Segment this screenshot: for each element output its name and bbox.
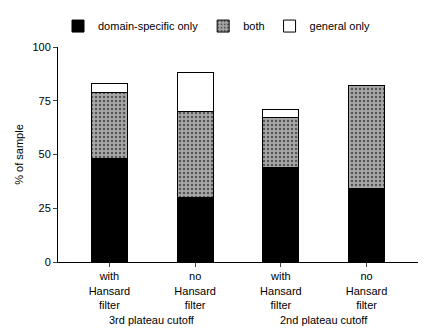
svg-text:% of sample: % of sample: [13, 124, 25, 185]
svg-text:noHansardfilter: noHansardfilter: [174, 270, 216, 311]
svg-text:25: 25: [39, 202, 51, 214]
svg-text:withHansardfilter: withHansardfilter: [89, 270, 131, 311]
svg-text:domain-specific only: domain-specific only: [98, 20, 198, 32]
svg-text:75: 75: [39, 95, 51, 107]
svg-text:noHansardfilter: noHansardfilter: [346, 270, 388, 311]
svg-text:50: 50: [39, 148, 51, 160]
svg-text:0: 0: [45, 256, 51, 268]
svg-text:2nd plateau cutoff: 2nd plateau cutoff: [280, 314, 368, 326]
svg-text:general only: general only: [310, 20, 370, 32]
svg-text:both: both: [243, 20, 264, 32]
svg-text:3rd plateau cutoff: 3rd plateau cutoff: [109, 314, 195, 326]
svg-text:withHansardfilter: withHansardfilter: [260, 270, 302, 311]
svg-text:100: 100: [32, 41, 50, 53]
